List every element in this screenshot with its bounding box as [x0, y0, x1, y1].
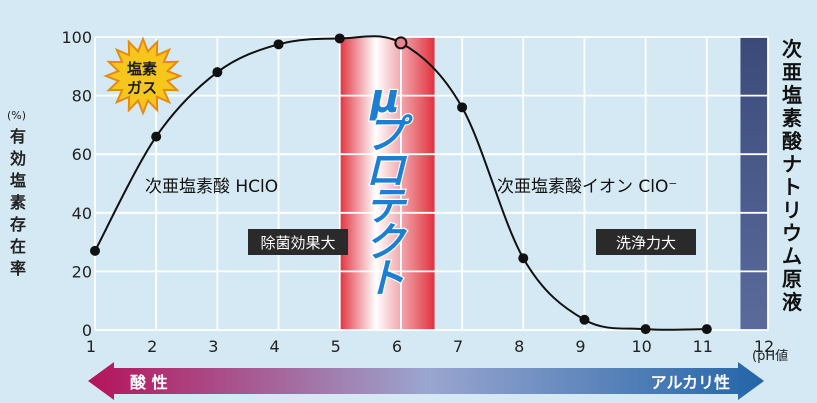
- chlorine-gas-burst: 塩素 ガス: [103, 36, 183, 116]
- x-tick-label: 10: [631, 337, 651, 356]
- sterilization-label: 除菌効果大: [260, 234, 335, 252]
- data-point: [151, 131, 162, 142]
- cleaning-label: 洗浄力大: [616, 234, 676, 252]
- y-tick-label: 100: [61, 28, 92, 47]
- data-point: [334, 33, 345, 44]
- ocl-label: 次亜塩素酸イオン ClO⁻: [497, 177, 677, 197]
- band-sodium-hypochlorite: [740, 37, 768, 330]
- y-axis-title: 有効塩素存在率: [10, 127, 26, 278]
- ph-arrow: 酸 性 アルカリ性: [88, 362, 764, 400]
- band-mu-protect: [339, 37, 435, 330]
- data-point: [90, 245, 100, 256]
- hocl-label: 次亜塩素酸 HClO: [145, 177, 278, 197]
- acid-label: 酸 性: [130, 373, 168, 392]
- cleaning-box: [596, 229, 696, 255]
- axis-labels: (%) 有効塩素存在率 (pH値: [7, 109, 788, 364]
- alkaline-label: アルカリ性: [651, 373, 730, 392]
- x-tick-label: 5: [331, 337, 341, 356]
- curve-series: [90, 33, 712, 335]
- chlorine-gas-starburst: [103, 36, 183, 116]
- data-point: [394, 36, 408, 50]
- annotations: 次亜塩素酸 HClO 次亜塩素酸イオン ClO⁻ 除菌効果大 洗浄力大 μ プロテクト 次亜…: [145, 37, 803, 314]
- data-point: [579, 314, 590, 325]
- data-point: [212, 67, 223, 78]
- x-axis-unit: (pH値: [752, 348, 788, 364]
- sterilization-box: [248, 229, 348, 255]
- data-point: [518, 253, 529, 264]
- x-tick-label: 8: [514, 337, 524, 356]
- x-tick-label: 12: [754, 337, 774, 356]
- x-tick-label: 11: [693, 337, 713, 356]
- x-tick-label: 3: [208, 337, 218, 356]
- x-tick-label: 9: [575, 337, 585, 356]
- chlorine-gas-label-line2: ガス: [127, 79, 157, 97]
- mu-protect-label: μ プロテクト: [365, 76, 413, 302]
- y-axis-unit: (%): [7, 109, 26, 122]
- y-tick-label: 60: [72, 145, 92, 164]
- grid: [94, 36, 769, 331]
- chlorine-gas-label-line1: 塩素: [127, 60, 157, 78]
- x-tick-label: 1: [86, 337, 96, 356]
- data-point: [273, 39, 284, 50]
- y-tick-label: 20: [72, 262, 92, 281]
- sodium-hypochlorite-label: 次亜塩素酸ナトリウム原液: [782, 37, 803, 314]
- y-tick-label: 80: [72, 87, 92, 106]
- y-tick-label: 0: [82, 321, 92, 340]
- x-tick-label: 4: [269, 337, 279, 356]
- x-tick-label: 7: [453, 337, 463, 356]
- x-tick-label: 6: [392, 337, 402, 356]
- data-point: [457, 102, 468, 113]
- x-tick-label: 2: [147, 337, 157, 356]
- data-point: [701, 324, 712, 335]
- y-tick-label: 40: [72, 204, 92, 223]
- data-point: [640, 324, 651, 335]
- ph-arrow-shape: [88, 362, 764, 400]
- shaded-bands: [339, 37, 768, 330]
